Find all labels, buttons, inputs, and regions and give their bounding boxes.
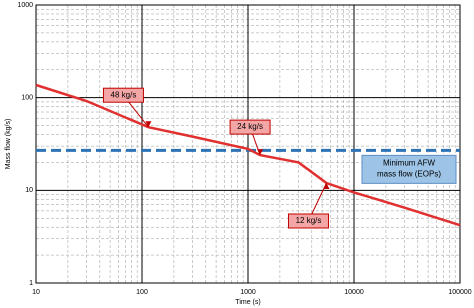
annotation-text: 12 kg/s bbox=[296, 216, 322, 225]
reference-label-box bbox=[361, 154, 457, 184]
annotation-box bbox=[287, 213, 329, 229]
annotation-text: 24 kg/s bbox=[237, 122, 263, 131]
reference-label: Minimum AFW mass flow (EOPs) bbox=[361, 154, 457, 184]
plot-frame bbox=[35, 4, 461, 284]
y-tick-label: 100 bbox=[21, 95, 33, 102]
annotation-arrowhead bbox=[145, 121, 152, 128]
x-tick-label: 100 bbox=[136, 289, 148, 296]
x-axis-title: Time (s) bbox=[235, 299, 260, 306]
reference-label-text: mass flow (EOPs) bbox=[377, 169, 441, 178]
y-tick-label: 1000 bbox=[17, 2, 33, 9]
y-axis-title: Mass flow (kg/s) bbox=[5, 119, 12, 170]
y-tick-label: 10 bbox=[25, 187, 33, 194]
reference-label-text: Minimum AFW bbox=[383, 158, 435, 167]
x-tick-label: 1000 bbox=[240, 289, 256, 296]
annotation-box bbox=[102, 87, 144, 103]
x-tick-label: 10000 bbox=[344, 289, 364, 296]
annotation-box bbox=[229, 119, 271, 135]
annotation-text: 48 kg/s bbox=[111, 90, 137, 99]
x-tick-label: 100000 bbox=[448, 289, 471, 296]
annotation-arrowhead bbox=[323, 182, 330, 189]
y-tick-label: 1 bbox=[29, 280, 33, 287]
x-tick-label: 10 bbox=[32, 289, 40, 296]
annotation-arrowhead bbox=[257, 149, 264, 156]
